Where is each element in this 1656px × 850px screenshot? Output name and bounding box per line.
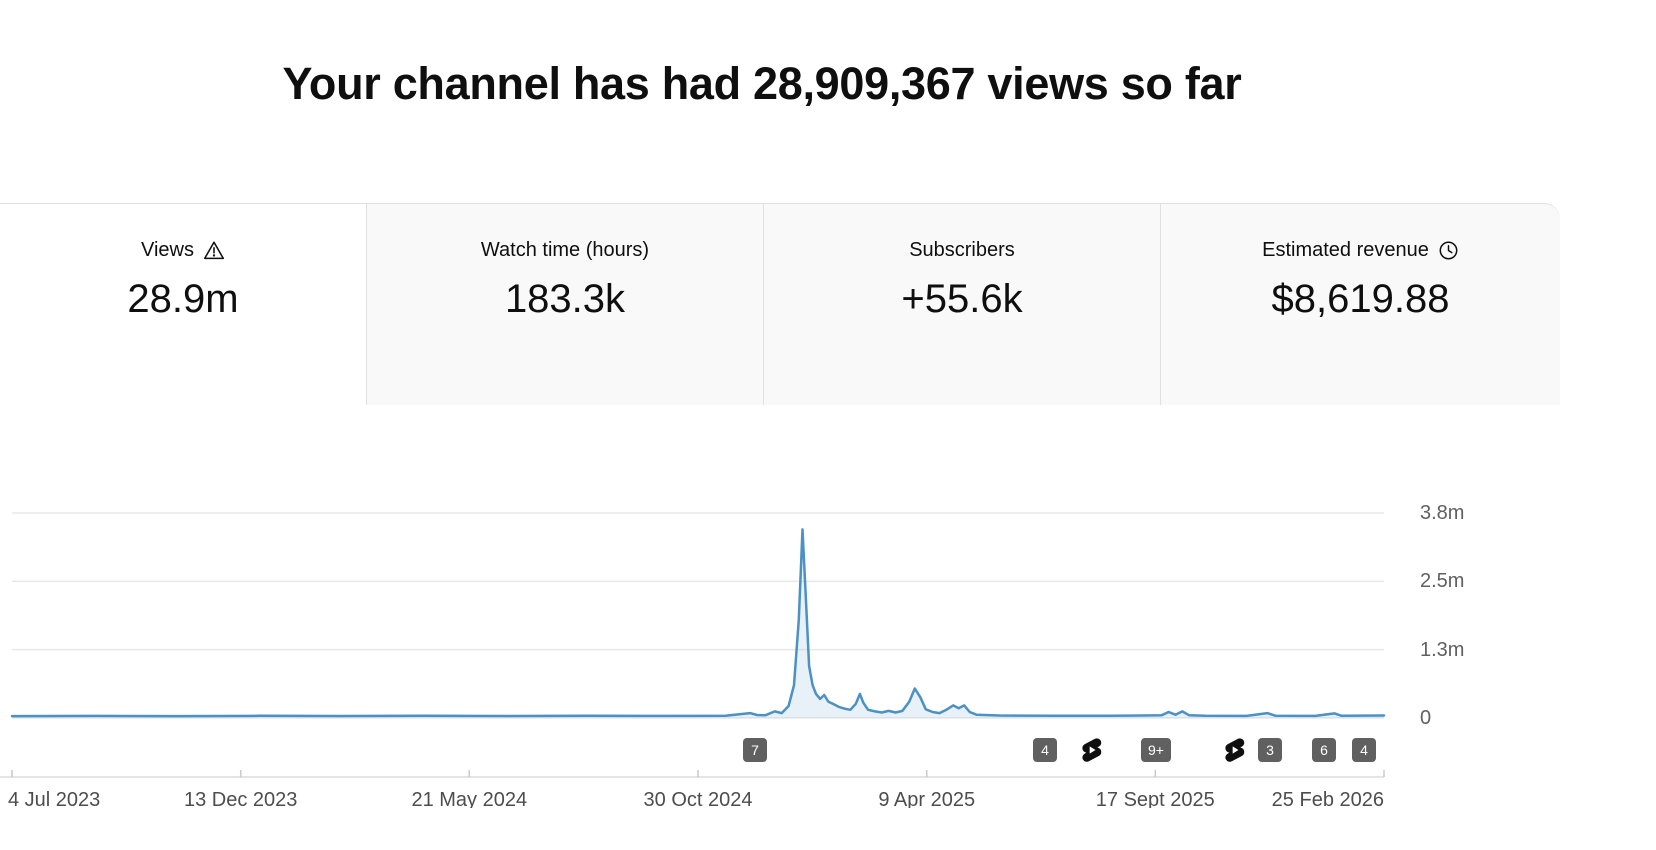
shorts-icon (1082, 738, 1102, 762)
metric-card-views-header: Views (0, 237, 366, 263)
metric-card-views[interactable]: Views 28.9m (0, 203, 366, 405)
x-axis-date-label: 21 May 2024 (411, 789, 528, 808)
shorts-upload-marker[interactable] (1078, 736, 1106, 764)
metric-card-watch-time[interactable]: Watch time (hours) 183.3k (366, 203, 763, 405)
shorts-icon (1225, 738, 1245, 762)
metric-value-watch-time: 183.3k (504, 277, 626, 321)
metric-value-views: 28.9m (127, 277, 239, 321)
shorts-upload-marker[interactable] (1221, 736, 1249, 764)
metric-card-estimated-revenue[interactable]: Estimated revenue $8,619.88 (1160, 203, 1560, 405)
metric-card-subscribers-header: Subscribers (764, 237, 1160, 263)
video-upload-marker[interactable]: 7 (743, 738, 767, 762)
views-line-series (10, 528, 1386, 718)
video-upload-marker[interactable]: 4 (1352, 738, 1376, 762)
chart-plot-area (0, 512, 1386, 778)
y-axis-tick-label: 1.3m (1420, 638, 1465, 661)
metric-label-subscribers: Subscribers (909, 239, 1015, 261)
metric-card-subscribers[interactable]: Subscribers +55.6k (763, 203, 1160, 405)
y-axis-tick-label: 2.5m (1420, 570, 1465, 593)
metric-label-views: Views (141, 239, 194, 261)
upload-markers-row: 7 4 9+ 3 6 4 (0, 736, 1420, 766)
x-axis-labels: 4 Jul 2023 13 Dec 2023 21 May 2024 30 Oct 2… (0, 787, 1420, 808)
x-axis-date-label: 9 Apr 2025 (878, 789, 976, 808)
x-axis-date-label: 17 Sept 2025 (1095, 789, 1215, 808)
metric-card-revenue-header: Estimated revenue (1161, 237, 1560, 263)
x-axis-date-label: 30 Oct 2024 (643, 789, 753, 808)
metric-label-revenue: Estimated revenue (1262, 239, 1429, 261)
metric-cards-row: Views 28.9m Watch time (hours) 183.3k Su… (0, 203, 1560, 405)
video-upload-marker[interactable]: 6 (1312, 738, 1336, 762)
metric-card-watch-time-header: Watch time (hours) (367, 237, 763, 263)
x-axis-date-label: 25 Feb 2026 (1271, 789, 1384, 808)
y-axis-tick-label: 3.8m (1420, 501, 1465, 524)
video-upload-marker[interactable]: 9+ (1141, 738, 1171, 762)
warning-icon[interactable] (203, 240, 225, 260)
video-upload-marker[interactable]: 3 (1258, 738, 1282, 762)
y-axis-tick-label: 0 (1420, 707, 1432, 729)
x-axis-date-label: 13 Dec 2023 (183, 789, 298, 808)
x-axis-date-label: 4 Jul 2023 (8, 789, 101, 808)
page-title: Your channel has had 28,909,367 views so… (282, 58, 1242, 109)
metric-value-subscribers: +55.6k (901, 277, 1023, 321)
metric-value-revenue: $8,619.88 (1271, 277, 1450, 321)
metric-label-watch-time: Watch time (hours) (480, 239, 650, 261)
views-area-fill (12, 529, 1384, 718)
video-upload-marker[interactable]: 4 (1033, 738, 1057, 762)
clock-icon[interactable] (1438, 240, 1459, 261)
